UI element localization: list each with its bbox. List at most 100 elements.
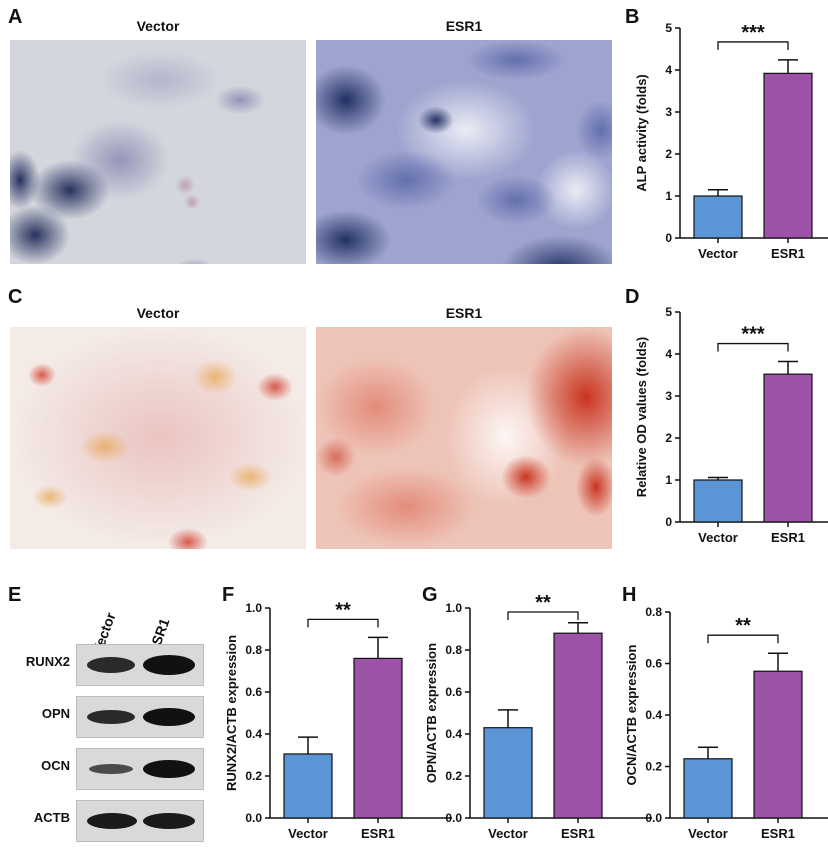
bar-esr1 [763, 373, 813, 523]
y-tick-label: 0.4 [445, 727, 462, 741]
y-tick-label: 0.2 [445, 769, 462, 783]
band-actb-esr1 [143, 813, 195, 829]
bar-vector [683, 758, 733, 819]
ars-esr1-title: ESR1 [445, 305, 483, 321]
panel-letter-c: C [8, 286, 23, 308]
significance-stars: *** [741, 324, 765, 346]
y-axis-label: OCN/ACTB expression [624, 645, 639, 786]
blot-strip-actb [76, 800, 204, 842]
y-axis-label: OPN/ACTB expression [424, 643, 439, 783]
bar-vector [283, 753, 333, 819]
y-tick-label: 0.4 [645, 708, 662, 722]
panel-letter-d: D [625, 286, 640, 308]
band-opn-vector [87, 710, 135, 724]
y-tick-label: 0.6 [445, 685, 462, 699]
significance-bracket [507, 611, 579, 620]
x-tick-label: ESR1 [771, 246, 805, 261]
y-tick-label: 0.8 [245, 643, 262, 657]
y-tick-label: 2 [665, 147, 672, 161]
significance-bracket [707, 634, 779, 644]
x-tick-label: Vector [488, 826, 528, 841]
x-tick-label: Vector [698, 246, 738, 261]
bar-vector [693, 195, 743, 239]
y-tick-label: 0.6 [645, 657, 662, 671]
y-tick-label: 5 [665, 305, 672, 319]
band-runx2-esr1 [143, 655, 195, 675]
panel-letter-g: G [422, 584, 438, 606]
y-tick-label: 0.6 [245, 685, 262, 699]
significance-stars: ** [535, 592, 551, 614]
significance-stars: ** [335, 599, 351, 621]
y-axis-label: RUNX2/ACTB expression [224, 635, 239, 791]
x-tick-label: Vector [698, 530, 738, 545]
bar-vector [483, 727, 533, 819]
bar-esr1 [353, 657, 403, 819]
alp-vector-title: Vector [136, 18, 180, 34]
bar-esr1 [763, 72, 813, 239]
significance-stars: ** [735, 615, 751, 637]
bar-esr1 [753, 670, 803, 819]
y-tick-label: 5 [665, 21, 672, 35]
y-tick-label: 3 [665, 105, 672, 119]
y-tick-label: 0.4 [245, 727, 262, 741]
y-tick-label: 0.2 [245, 769, 262, 783]
y-axis-label: Relative OD values (folds) [634, 337, 649, 497]
chart-h-ocn-expression: 0.0 0.2 0.4 0.6 0.8 OCN/ACTB expression Vector… [624, 605, 828, 841]
y-tick-label: 0.0 [445, 811, 462, 825]
y-tick-label: 0.8 [645, 605, 662, 619]
bar-vector [693, 479, 743, 523]
y-tick-label: 0 [665, 231, 672, 245]
significance-bracket [307, 618, 379, 628]
panel-letter-e: E [8, 584, 22, 606]
significance-stars: *** [741, 22, 765, 44]
band-ocn-esr1 [143, 760, 195, 778]
y-tick-label: 0.8 [445, 643, 462, 657]
significance-bracket [717, 342, 789, 352]
y-tick-label: 1 [665, 473, 672, 487]
blot-row-label-opn: OPN [41, 706, 70, 721]
blot-strip-runx2 [76, 644, 204, 686]
y-tick-label: 0.0 [245, 811, 262, 825]
x-tick-label: ESR1 [771, 530, 805, 545]
y-tick-label: 0.0 [645, 811, 662, 825]
y-tick-label: 1.0 [445, 601, 462, 615]
blot-strip-opn [76, 696, 204, 738]
panel-letter-h: H [622, 584, 637, 606]
blot-strip-ocn [76, 748, 204, 790]
band-opn-esr1 [143, 708, 195, 726]
blot-row-label-ocn: OCN [41, 758, 70, 773]
panel-letter-a: A [8, 6, 23, 28]
y-tick-label: 0.2 [645, 760, 662, 774]
y-tick-label: 2 [665, 431, 672, 445]
x-tick-label: Vector [288, 826, 328, 841]
band-actb-vector [87, 813, 137, 829]
x-tick-label: Vector [688, 826, 728, 841]
ars-vector-micrograph [10, 327, 306, 549]
panel-letter-b: B [625, 6, 640, 28]
blot-row-label-actb: ACTB [33, 810, 70, 825]
y-tick-label: 0 [665, 515, 672, 529]
x-tick-label: ESR1 [561, 826, 595, 841]
chart-f-runx2-expression: 0.0 0.2 0.4 0.6 0.8 1.0 RUNX2/ACTB expression V… [224, 599, 452, 841]
chart-d-relative-od: 0 1 2 3 4 5 Relative OD values (folds) Vector ES… [634, 305, 828, 545]
y-axis-label: ALP activity (folds) [634, 74, 649, 192]
alp-esr1-title: ESR1 [445, 18, 483, 34]
y-tick-label: 4 [665, 347, 672, 361]
panel-letter-f: F [222, 584, 235, 606]
x-tick-label: ESR1 [361, 826, 395, 841]
y-tick-label: 1.0 [245, 601, 262, 615]
alp-esr1-micrograph [316, 40, 612, 264]
bar-esr1 [553, 632, 603, 819]
alp-vector-micrograph [10, 40, 306, 264]
ars-esr1-micrograph [316, 327, 612, 549]
chart-b-alp-activity: 0 1 2 3 4 5 ALP activity (folds) Vector ESR1 *** [634, 21, 828, 261]
ars-vector-title: Vector [136, 305, 180, 321]
band-runx2-vector [87, 657, 135, 673]
y-tick-label: 4 [665, 63, 672, 77]
x-tick-label: ESR1 [761, 826, 795, 841]
y-tick-label: 1 [665, 189, 672, 203]
blot-row-label-runx2: RUNX2 [25, 654, 70, 669]
significance-bracket [717, 41, 789, 50]
band-ocn-vector [89, 764, 133, 774]
chart-g-opn-expression: 0.0 0.2 0.4 0.6 0.8 1.0 OPN/ACTB expression Vec… [424, 592, 652, 841]
